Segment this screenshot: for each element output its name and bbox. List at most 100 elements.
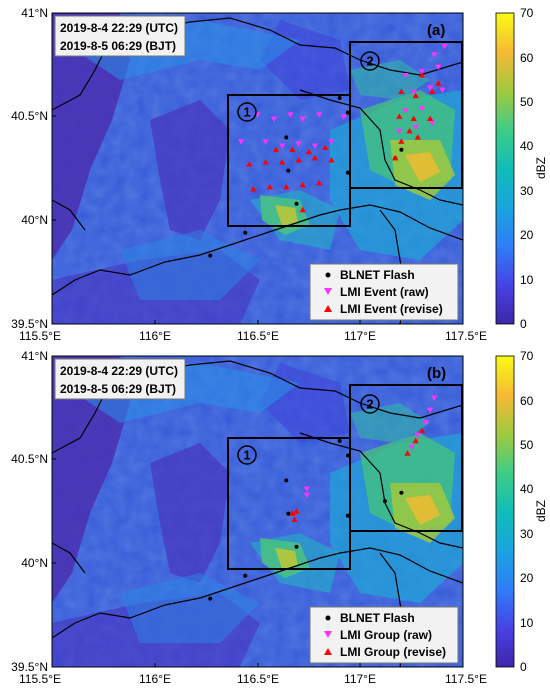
lmi-event-revise-marker	[398, 138, 405, 144]
legend-revise-a: LMI Event (revise)	[340, 302, 443, 316]
lmi-event-revise-marker	[283, 183, 290, 190]
cb-tick-70-b: 70	[520, 349, 534, 363]
lmi-group-raw-marker	[422, 420, 430, 426]
time-bjt-b: 2019-8-5 06:29 (BJT)	[60, 382, 176, 396]
lmi-event-raw-marker	[315, 112, 323, 118]
legend-revise-marker-b	[324, 648, 332, 655]
lmi-event-revise-marker	[328, 157, 335, 163]
lmi-event-raw-marker	[410, 89, 417, 95]
blnet-flash-marker	[243, 230, 248, 235]
colorbar-a: 70 60 50 40 30 20 10 0 dBZ	[495, 6, 548, 331]
lmi-event-revise-marker	[426, 115, 434, 121]
lmi-group-revise-marker	[293, 508, 300, 514]
markers-a	[208, 43, 448, 258]
lmi-event-raw-marker	[428, 120, 436, 127]
panel-label-a: (a)	[427, 22, 445, 39]
cb-tick-50-a: 50	[520, 95, 534, 109]
cb-tick-0-a: 0	[520, 317, 527, 331]
radar-map-b	[52, 356, 463, 667]
svg-text:2: 2	[366, 54, 373, 69]
blnet-flash-marker	[208, 596, 213, 601]
cb-tick-10-a: 10	[520, 273, 534, 287]
lat-tick-39_5-b: 39.5°N	[11, 660, 48, 674]
region-2-label-b: 2	[360, 394, 380, 414]
legend-raw-marker-b	[324, 631, 332, 638]
lmi-event-revise-marker	[412, 92, 419, 99]
cb-tick-30-b: 30	[520, 527, 534, 541]
region-2-box-b	[349, 384, 463, 532]
cb-tick-50-b: 50	[520, 438, 534, 452]
colorbar-label-b: dBZ	[534, 500, 548, 522]
cb-tick-10-b: 10	[520, 616, 534, 630]
legend-a: BLNET Flash LMI Event (raw) LMI Event (r…	[309, 263, 459, 321]
lat-tick-39_5-a: 39.5°N	[11, 317, 48, 331]
lat-tick-40_5-b: 40.5°N	[11, 452, 48, 466]
lmi-event-raw-marker	[418, 106, 426, 112]
lon-tick-117-b: 117°E	[344, 672, 376, 686]
lmi-group-raw-marker	[431, 395, 438, 401]
lmi-event-revise-marker	[262, 159, 269, 165]
blnet-flash-marker	[382, 499, 387, 504]
lmi-event-raw-marker	[299, 116, 306, 122]
cb-tick-60-a: 60	[520, 51, 534, 65]
cb-tick-20-b: 20	[520, 571, 534, 585]
blnet-flash-marker	[286, 511, 291, 516]
legend-revise-b: LMI Group (revise)	[340, 645, 446, 659]
lmi-group-revise-marker	[404, 450, 411, 456]
lmi-event-raw-marker	[237, 139, 245, 145]
panel-b: 1 2 2019-8-4 22:29 (UTC) 2019-8-5 06:29 …	[11, 349, 548, 686]
cb-tick-40-a: 40	[520, 139, 534, 153]
lmi-event-revise-marker	[266, 183, 274, 190]
lmi-event-revise-marker	[396, 113, 403, 119]
legend-flash-marker-b	[325, 615, 331, 621]
svg-text:1: 1	[243, 105, 250, 120]
lat-ticks-b: 41°N 40.5°N 40°N 39.5°N	[11, 349, 56, 674]
lmi-event-revise-marker	[295, 157, 302, 163]
region-1-label-b: 1	[237, 445, 257, 465]
blnet-flash-marker	[399, 490, 404, 495]
lmi-group-raw-marker	[408, 444, 415, 451]
lon-tick-116-a: 116°E	[139, 329, 171, 343]
lmi-event-revise-marker	[289, 146, 296, 153]
lmi-event-revise-marker	[272, 146, 280, 153]
cb-tick-70-a: 70	[520, 6, 534, 20]
lat-tick-40-b: 40°N	[21, 556, 48, 570]
colorbar-ticks-a: 70 60 50 40 30 20 10 0	[520, 6, 534, 331]
blnet-flash-marker	[286, 168, 291, 173]
legend-raw-b: LMI Group (raw)	[340, 628, 432, 642]
lat-tick-40-a: 40°N	[21, 213, 48, 227]
lmi-event-raw-marker	[441, 43, 448, 50]
legend-revise-marker-a	[324, 305, 332, 312]
lmi-event-raw-marker	[278, 143, 286, 149]
lmi-group-raw-marker	[303, 486, 311, 492]
lon-tick-116_5-b: 116.5°E	[237, 672, 279, 686]
cb-tick-20-a: 20	[520, 228, 534, 242]
region-1-label-a: 1	[237, 102, 257, 122]
panel-label-b: (b)	[427, 365, 446, 382]
lmi-event-revise-marker	[322, 144, 329, 151]
legend-flash-marker-a	[325, 272, 331, 278]
lmi-event-revise-marker	[250, 186, 257, 192]
lmi-event-raw-marker	[412, 124, 419, 131]
lmi-event-raw-marker	[402, 108, 409, 114]
svg-text:1: 1	[243, 448, 250, 463]
lmi-event-raw-marker	[262, 139, 269, 145]
lmi-group-raw-marker	[414, 432, 421, 438]
lmi-event-raw-marker	[435, 64, 442, 71]
time-box-a: 2019-8-4 22:29 (UTC) 2019-8-5 06:29 (BJT…	[54, 15, 186, 57]
lmi-event-revise-marker	[414, 134, 421, 140]
lmi-event-raw-marker	[328, 139, 335, 145]
lmi-event-raw-marker	[426, 85, 434, 91]
lmi-event-raw-marker	[431, 52, 438, 58]
cb-tick-40-b: 40	[520, 482, 534, 496]
panel-a: 1 2 2019-8-4 22:29 (UTC) 2019-8-5 06:29 …	[11, 6, 548, 343]
lmi-event-revise-marker	[406, 127, 413, 134]
blnet-flash-marker	[284, 478, 289, 483]
lmi-event-raw-marker	[270, 116, 278, 122]
lmi-event-raw-marker	[402, 72, 409, 79]
blnet-flash-marker	[345, 453, 350, 458]
legend-raw-marker-a	[324, 288, 332, 295]
lmi-event-revise-marker	[305, 148, 313, 155]
lmi-group-raw-marker	[426, 407, 434, 414]
